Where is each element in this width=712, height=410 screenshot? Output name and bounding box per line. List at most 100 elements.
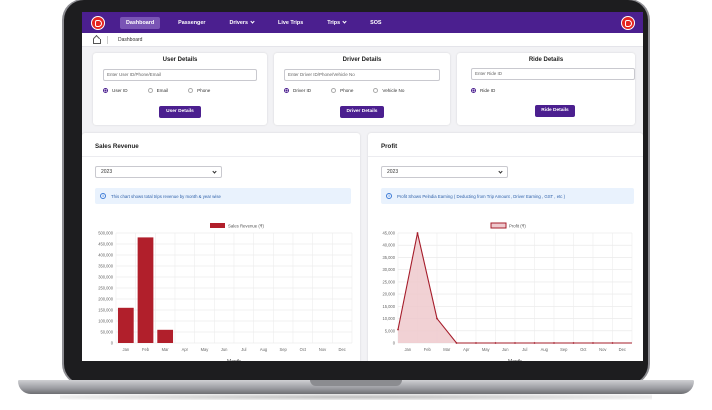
y-tick-label: 10,000	[382, 316, 395, 321]
breadcrumb-current: Dashboard	[118, 36, 143, 43]
nav-item-label: Dashboard	[126, 19, 155, 26]
area-fill	[398, 233, 632, 343]
ride-details-title: Ride Details	[528, 57, 564, 63]
laptop-notch	[310, 380, 402, 386]
sales-revenue-title: Sales Revenue	[95, 143, 139, 150]
profit-year-value: 2023	[387, 169, 399, 175]
data-point	[397, 328, 399, 331]
data-point	[533, 342, 536, 344]
data-point	[611, 342, 614, 344]
data-point	[494, 342, 497, 344]
chevron-down-icon	[250, 18, 255, 24]
legend-label: Profit (₹)	[509, 224, 526, 229]
bar	[137, 237, 154, 343]
driver-details-title: Driver Details	[342, 57, 382, 63]
y-tick-label: 35,000	[382, 255, 395, 260]
user-details-card: User Details Enter User ID/Phone/Email U…	[93, 53, 267, 125]
x-tick-label: Oct	[300, 347, 307, 352]
radio-driver-id[interactable]: Driver ID	[284, 88, 311, 93]
x-tick-label: Mar	[162, 347, 170, 352]
x-tick-label: Nov	[599, 347, 607, 352]
profit-panel: Profit 2023 i Profit Shows Pelndia Earnin…	[368, 133, 643, 361]
sales-year-value: 2023	[101, 169, 113, 175]
profit-title: Profit	[381, 143, 398, 150]
y-tick-label: 5,000	[385, 328, 396, 333]
sales-year-select[interactable]: 2023	[95, 166, 222, 178]
top-nav: Dashboard Passenger Drivers Live Trips Trips…	[82, 12, 643, 33]
profit-year-select[interactable]: 2023	[381, 166, 508, 178]
radio-dot	[373, 88, 379, 93]
nav-item-drivers[interactable]: Drivers	[223, 17, 260, 29]
data-point	[475, 342, 477, 344]
bar	[157, 329, 174, 343]
chart-legend: Profit (₹)	[490, 222, 526, 229]
y-tick-label: 45,000	[382, 231, 395, 236]
app-screen: Dashboard Passenger Drivers Live Trips Trips…	[82, 12, 643, 361]
x-tick-label: Jul	[522, 347, 527, 352]
x-tick-label: Oct	[580, 347, 587, 352]
ride-search-input[interactable]: Enter Ride ID	[471, 68, 635, 80]
driver-details-button[interactable]: Driver Details	[340, 106, 384, 118]
data-point	[416, 232, 419, 234]
panel-divider	[82, 156, 360, 157]
x-axis-label: Month	[227, 359, 241, 361]
user-details-button[interactable]: User Details	[159, 106, 201, 118]
panel-divider	[368, 156, 643, 157]
x-tick-label: Jan	[404, 347, 411, 352]
nav-item-sos[interactable]: SOS	[364, 17, 387, 29]
nav-item-live-trips[interactable]: Live Trips	[272, 17, 309, 29]
user-details-title: User Details	[162, 57, 198, 63]
radio-email[interactable]: Email	[147, 88, 168, 93]
data-point	[455, 342, 458, 344]
ride-details-card: Ride Details Enter Ride ID Ride ID Ride …	[457, 53, 635, 125]
sales-info-banner: i This chart shows total trips revenue by…	[95, 188, 351, 204]
chart-legend: Sales Revenue (₹)	[210, 223, 265, 229]
breadcrumb: Dashboard	[82, 33, 643, 47]
nav-item-passenger[interactable]: Passenger	[172, 17, 211, 29]
y-tick-label: 300,000	[98, 275, 114, 280]
breadcrumb-divider	[107, 35, 108, 44]
sales-info-text: This chart shows total trips revenue by …	[111, 193, 221, 199]
y-tick-label: 100,000	[98, 319, 114, 324]
x-tick-label: Jan	[123, 347, 130, 352]
nav-item-label: Trips	[327, 19, 341, 26]
x-tick-label: Aug	[260, 347, 268, 352]
y-tick-label: 400,000	[98, 253, 114, 258]
laptop-base	[18, 380, 694, 394]
ride-search-type: Ride ID	[471, 88, 515, 93]
y-tick-label: 450,000	[98, 242, 114, 247]
y-tick-label: 40,000	[382, 243, 395, 248]
radio-vehicle-no[interactable]: Vehicle No	[373, 88, 404, 93]
x-tick-label: Aug	[541, 347, 549, 352]
chevron-down-icon	[212, 169, 217, 174]
x-tick-label: Jun	[502, 347, 509, 352]
nav-item-trips[interactable]: Trips	[321, 17, 352, 29]
sales-revenue-chart: Sales Revenue (₹) 0 50,000 100,000 150,000 20…	[98, 223, 353, 361]
radio-phone[interactable]: Phone	[188, 88, 210, 93]
user-search-input[interactable]: Enter User ID/Phone/Email	[103, 69, 257, 81]
nav-item-dashboard[interactable]: Dashboard	[120, 16, 161, 29]
profile-logo-icon[interactable]	[621, 15, 635, 30]
legend-label: Sales Revenue (₹)	[228, 224, 265, 229]
chevron-down-icon	[342, 18, 347, 24]
driver-search-input[interactable]: Enter Driver ID/Phone/Vehicle No	[284, 69, 440, 81]
y-tick-label: 250,000	[98, 286, 114, 291]
driver-search-type: Driver ID Phone Vehicle No	[284, 88, 424, 93]
x-axis-label: Month	[508, 359, 522, 361]
nav-item-label: SOS	[370, 19, 382, 26]
nav-item-label: Live Trips	[278, 19, 304, 26]
data-point	[572, 342, 575, 344]
legend-swatch	[490, 222, 507, 229]
radio-dot	[147, 88, 153, 93]
ride-details-button[interactable]: Ride Details	[535, 105, 575, 117]
radio-driver-phone[interactable]: Phone	[331, 88, 353, 93]
x-tick-label: Jul	[241, 347, 246, 352]
radio-ride-id[interactable]: Ride ID	[471, 88, 495, 93]
home-icon[interactable]	[93, 37, 101, 44]
y-tick-label: 0	[111, 341, 114, 346]
brand-logo-icon[interactable]	[91, 15, 105, 30]
nav-item-label: Drivers	[229, 19, 249, 26]
y-tick-label: 20,000	[382, 292, 395, 297]
radio-user-id[interactable]: User ID	[103, 88, 128, 93]
